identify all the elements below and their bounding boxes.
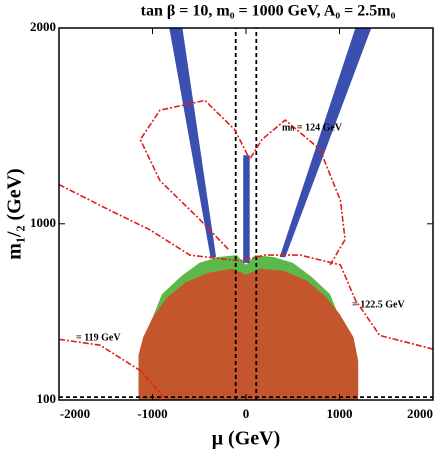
x-tick-label: 2000 (407, 406, 433, 421)
contour-label: = 122.5 GeV (352, 299, 405, 310)
region (279, 28, 372, 258)
y-tick-label: 100 (37, 391, 57, 406)
x-tick-label: 1000 (327, 406, 353, 421)
x-axis-label: μ (GeV) (212, 428, 281, 450)
y-axis-label: m₁/₂ (GeV) (4, 168, 26, 259)
contour-line (139, 99, 346, 266)
region (243, 155, 250, 263)
x-tick-label: -1000 (137, 406, 167, 421)
y-tick-label: 2000 (30, 19, 56, 34)
chart-title: tan β = 10, m₀ = 1000 GeV, A₀ = 2.5m₀ (141, 3, 396, 20)
region (169, 28, 217, 258)
region (138, 268, 359, 400)
x-tick-label: -2000 (60, 406, 90, 421)
contour-line (58, 183, 434, 350)
x-tick-label: 0 (243, 406, 250, 421)
contour-label: = 119 GeV (76, 332, 121, 343)
y-tick-label: 1000 (30, 215, 56, 230)
contour-line (58, 338, 166, 399)
contour-label: mₕ = 124 GeV (282, 122, 343, 133)
